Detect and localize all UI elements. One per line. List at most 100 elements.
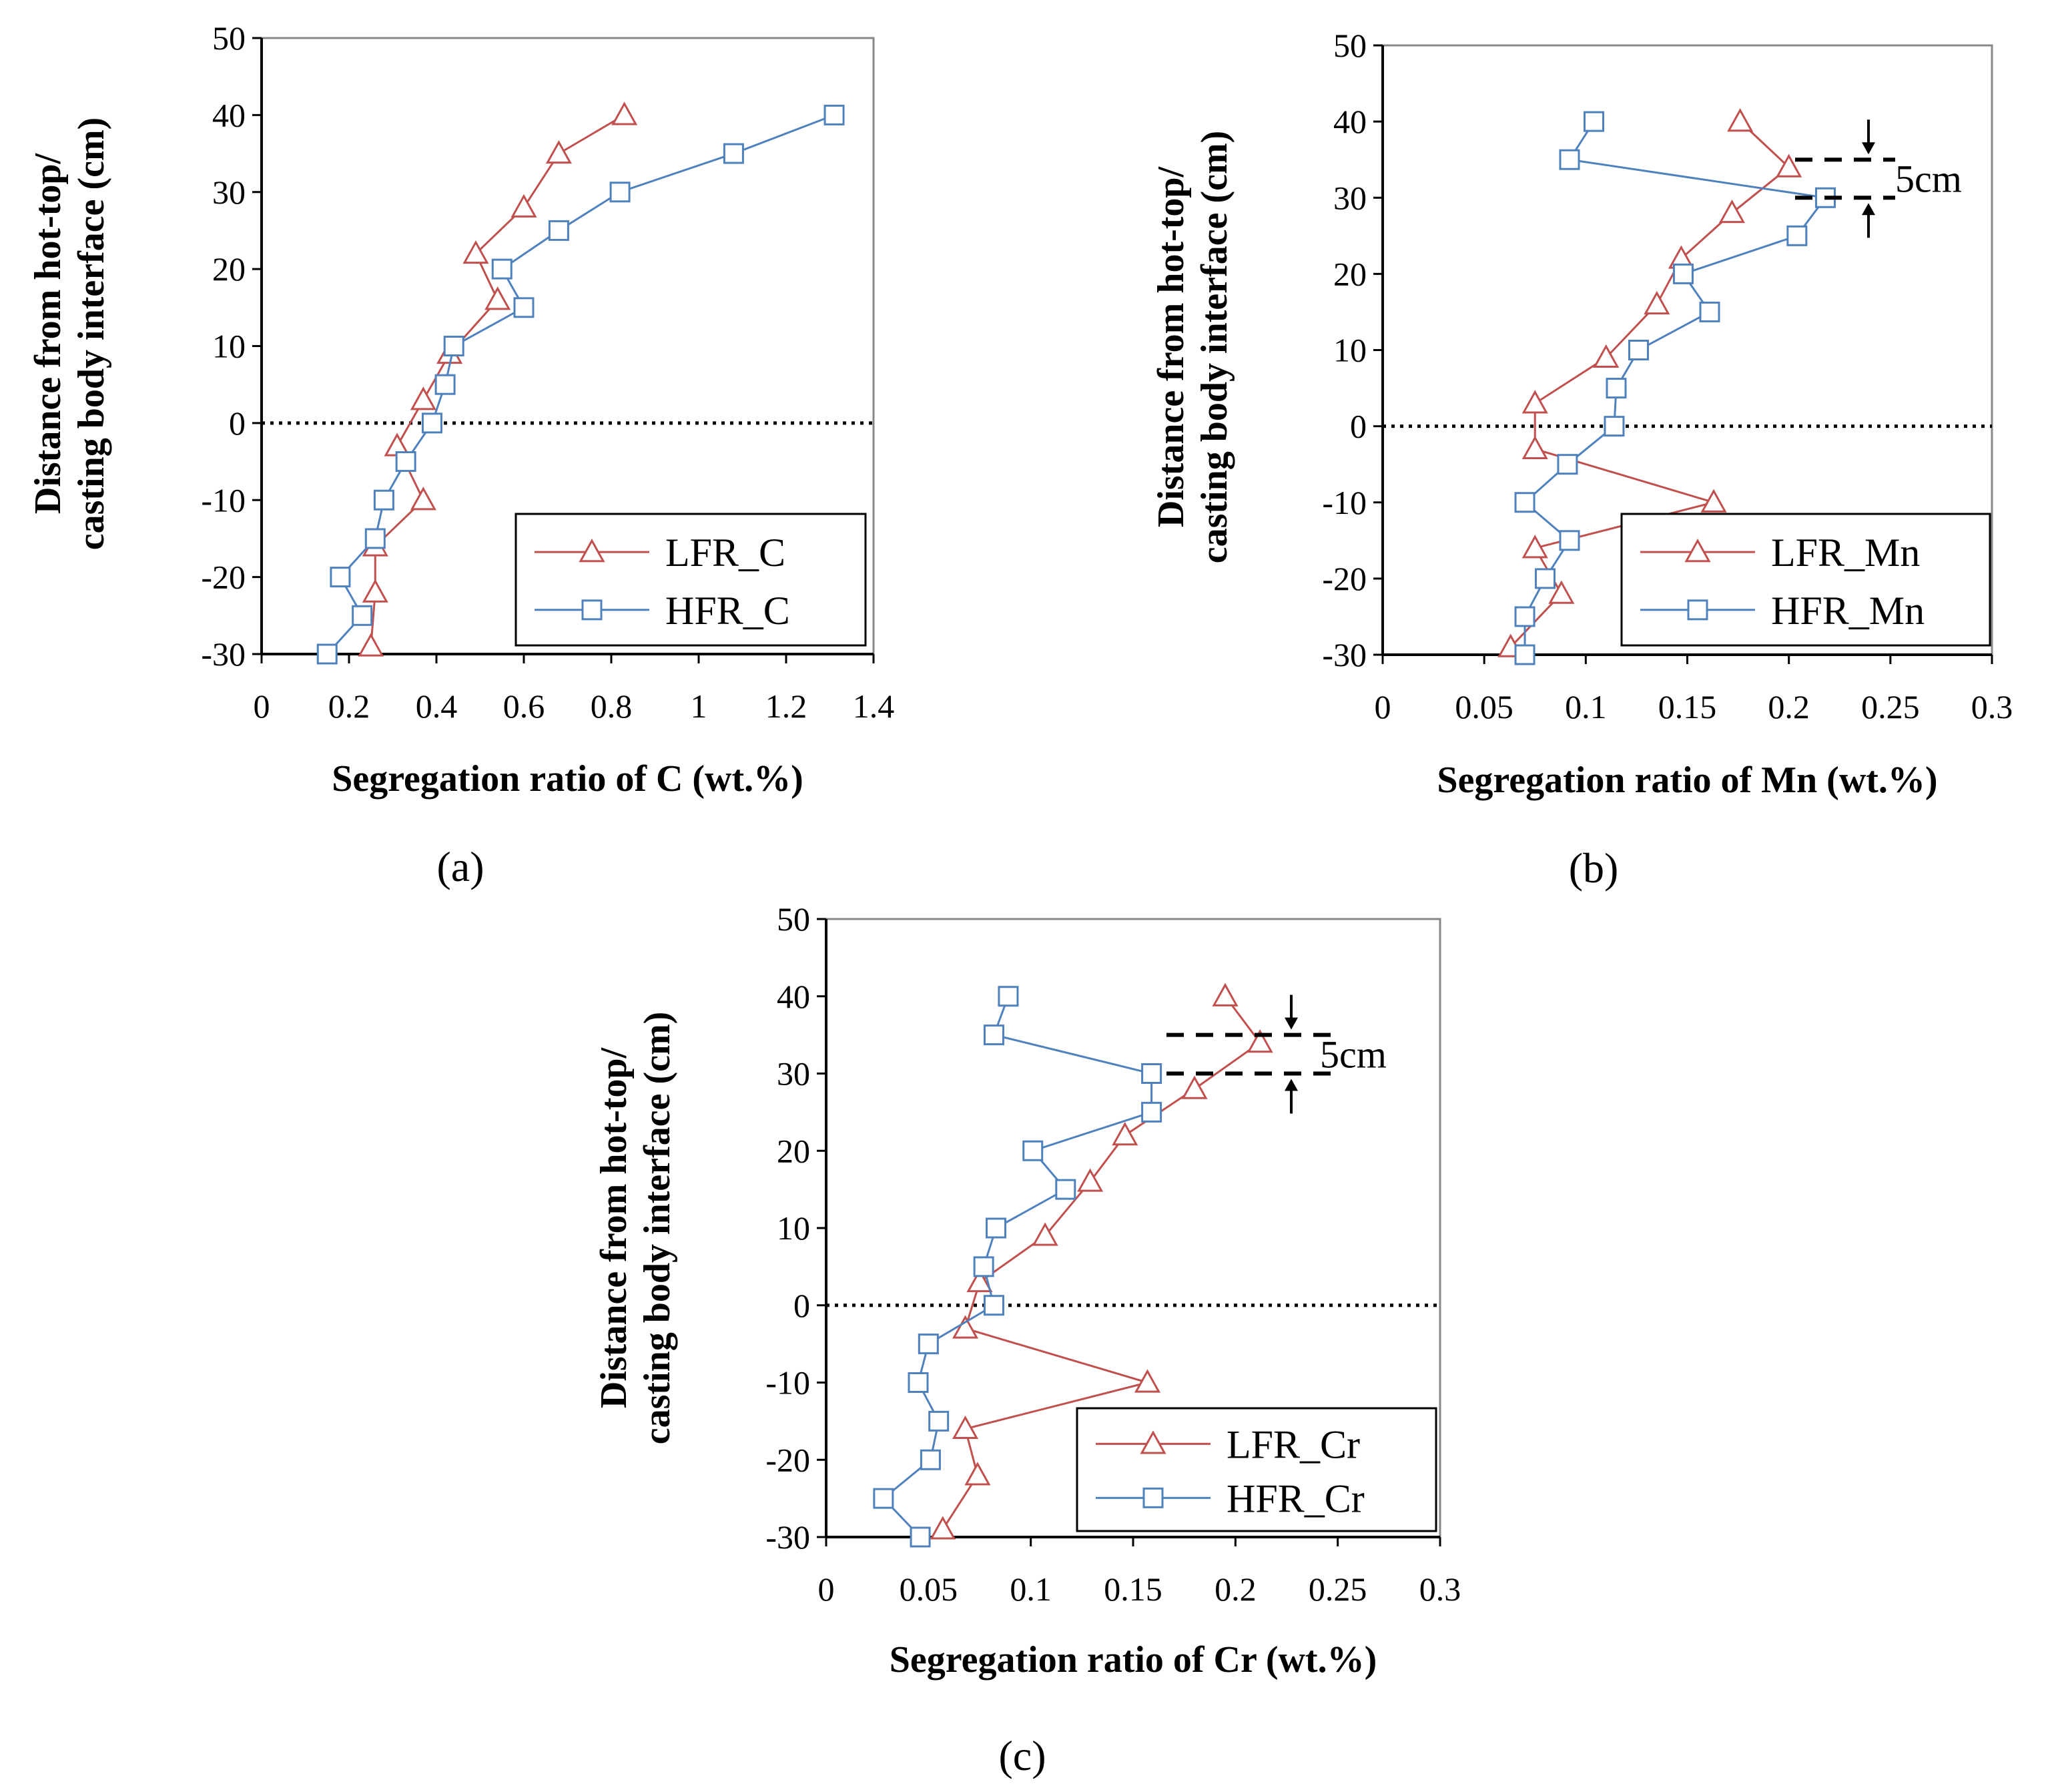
data-point-LFR_Mn: [1593, 344, 1620, 368]
data-point-HFR_Cr: [1022, 1140, 1044, 1161]
x-tick-label: 0.8: [591, 687, 633, 725]
y-tick-label: 30: [212, 174, 246, 211]
data-point-HFR_Mn: [1604, 416, 1625, 437]
legend-label-HFR_Mn: HFR_Mn: [1771, 589, 1925, 633]
y-tick-label: -30: [201, 635, 246, 673]
data-point-HFR_Mn: [1514, 606, 1536, 627]
data-point-HFR_Mn: [1559, 530, 1580, 551]
data-point-HFR_C: [364, 528, 386, 549]
dimension-label: 5cm: [1895, 158, 1962, 201]
data-point-LFR_C: [510, 194, 537, 218]
arrow-up-head: [1285, 1079, 1298, 1091]
x-tick-label: 0.2: [1768, 688, 1810, 725]
data-point-HFR_C: [352, 605, 373, 626]
y-tick-label: 50: [212, 19, 246, 57]
data-point-HFR_Cr: [973, 1256, 994, 1277]
data-point-HFR_Cr: [908, 1372, 929, 1393]
x-tick-label: 0.05: [1455, 688, 1513, 725]
data-point-LFR_Cr: [1247, 1029, 1273, 1053]
data-point-HFR_Cr: [998, 986, 1019, 1007]
x-tick-label: 1: [691, 687, 707, 725]
legend: LFR_Cr HFR_Cr: [1076, 1407, 1437, 1532]
data-point-HFR_Cr: [983, 1295, 1004, 1316]
y-tick-label: 40: [1333, 103, 1367, 140]
x-tick-label: 0.15: [1104, 1570, 1162, 1608]
legend-marker-triangle: [1684, 539, 1711, 563]
data-point-LFR_C: [545, 139, 572, 164]
legend-marker-triangle: [1140, 1430, 1166, 1454]
data-point-HFR_C: [723, 143, 744, 164]
data-point-HFR_Cr: [910, 1526, 931, 1548]
x-axis-label-b: Segregation ratio of Mn (wt.%): [1437, 760, 1937, 801]
data-point-LFR_C: [462, 240, 489, 264]
data-point-LFR_C: [410, 487, 436, 511]
legend-box: [515, 513, 867, 647]
data-point-HFR_Cr: [873, 1488, 894, 1509]
x-tick-label: 0.05: [900, 1570, 958, 1608]
data-point-HFR_Mn: [1559, 149, 1580, 170]
data-point-LFR_Cr: [1077, 1168, 1104, 1192]
x-axis-label-c: Segregation ratio of Cr (wt.%): [890, 1639, 1377, 1681]
y-tick-label: -10: [1322, 484, 1367, 521]
data-point-HFR_Mn: [1557, 454, 1578, 475]
data-point-HFR_C: [513, 297, 535, 318]
data-point-LFR_Cr: [1212, 982, 1239, 1006]
x-tick-label: 1.2: [765, 687, 807, 725]
data-point-HFR_C: [395, 451, 416, 473]
data-point-LFR_C: [358, 633, 384, 657]
data-point-HFR_C: [823, 104, 845, 125]
dimension-annotation: 5cm: [1166, 994, 1387, 1114]
data-point-HFR_C: [434, 374, 456, 395]
y-tick-label: 10: [212, 328, 246, 365]
arrow-down-head: [1285, 1017, 1298, 1030]
data-point-LFR_Cr: [1181, 1075, 1208, 1099]
data-point-HFR_Mn: [1628, 340, 1649, 360]
data-point-HFR_Mn: [1672, 263, 1694, 284]
y-tick-label: 20: [777, 1132, 810, 1169]
data-point-LFR_Cr: [930, 1516, 956, 1540]
data-point-HFR_Mn: [1786, 225, 1808, 246]
y-tick-label: 40: [777, 978, 810, 1015]
arrow-up-head: [1862, 203, 1875, 216]
data-point-HFR_Cr: [928, 1410, 950, 1432]
legend-label-LFR_Cr: LFR_Cr: [1227, 1422, 1360, 1466]
y-axis-label-c-line2: casting body interface (cm): [637, 1012, 678, 1445]
legend: LFR_Mn HFR_Mn: [1620, 513, 1991, 647]
y-tick-label: -10: [765, 1364, 810, 1402]
data-point-HFR_C: [373, 489, 394, 511]
data-point-HFR_C: [330, 567, 351, 588]
y-tick-label: -20: [201, 559, 246, 596]
data-point-HFR_Cr: [986, 1217, 1007, 1239]
y-tick-label: 20: [212, 250, 246, 288]
dimension-annotation: 5cm: [1795, 119, 1962, 238]
y-tick-label: -10: [201, 481, 246, 519]
data-point-LFR_Mn: [1700, 489, 1727, 513]
data-point-HFR_Mn: [1534, 568, 1556, 589]
legend: LFR_C HFR_C: [515, 513, 867, 647]
x-tick-label: 0.4: [416, 687, 458, 725]
data-point-HFR_Mn: [1606, 378, 1627, 399]
legend-label-LFR_C: LFR_C: [665, 531, 785, 575]
data-point-HFR_Mn: [1699, 301, 1720, 322]
x-tick-label: 0: [1375, 688, 1391, 725]
legend-marker-square: [1142, 1487, 1164, 1508]
legend-label-LFR_Mn: LFR_Mn: [1771, 531, 1920, 575]
data-point-LFR_Cr: [1112, 1122, 1138, 1146]
x-tick-label: 0.3: [1971, 688, 2013, 725]
data-point-LFR_Mn: [1521, 390, 1548, 414]
y-axis-label-a-line1: Distance from hot-top/: [27, 152, 69, 514]
data-point-HFR_Mn: [1514, 644, 1536, 665]
y-tick-label: 30: [1333, 179, 1367, 216]
data-point-LFR_C: [611, 101, 638, 125]
legend-marker-square: [581, 599, 603, 621]
y-axis-label-a-line2: casting body interface (cm): [71, 117, 112, 551]
y-axis-label-b-line2: casting body interface (cm): [1194, 131, 1235, 564]
x-tick-label: 0.3: [1419, 1570, 1461, 1608]
